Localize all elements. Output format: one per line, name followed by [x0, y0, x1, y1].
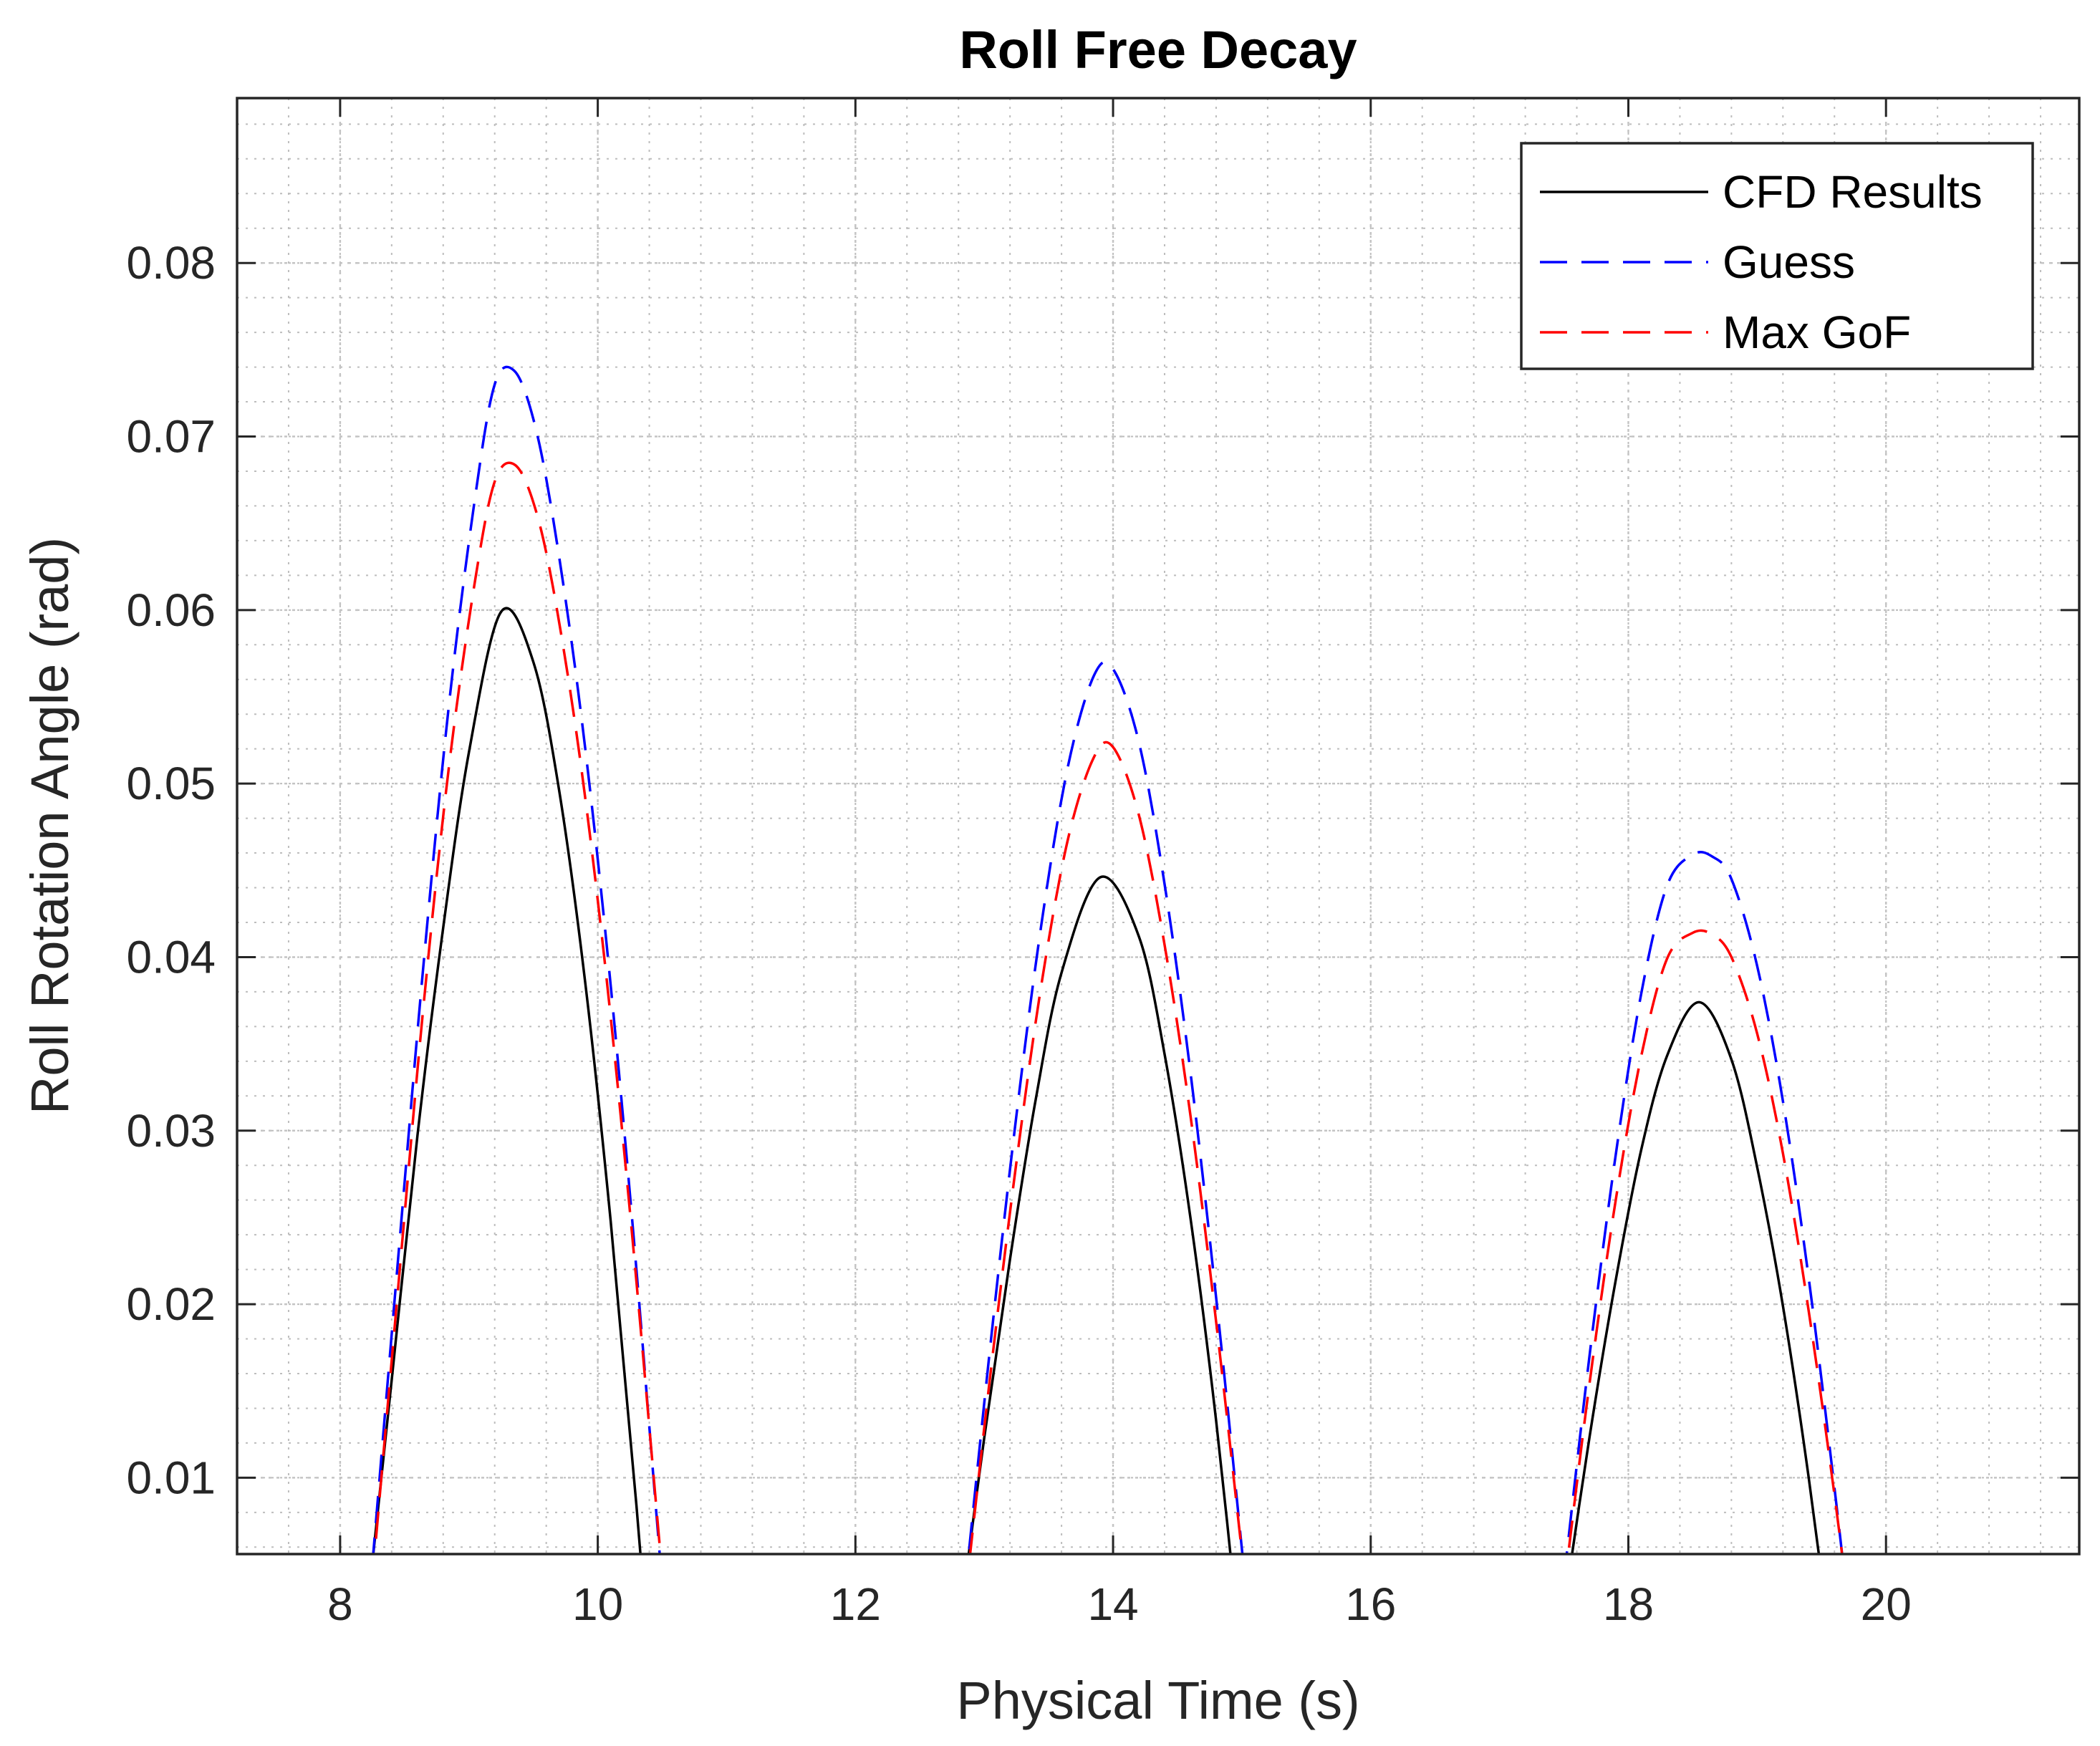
x-tick-label: 10 [572, 1578, 623, 1630]
x-tick-label: 8 [327, 1578, 353, 1630]
y-tick-label: 0.05 [126, 758, 216, 809]
x-axis-label: Physical Time (s) [956, 1671, 1359, 1730]
y-tick-label: 0.03 [126, 1105, 216, 1157]
x-tick-label: 16 [1345, 1578, 1396, 1630]
y-ticks: 0.01 0.02 0.03 0.04 0.05 0.06 0.07 0.08 [126, 237, 2079, 1503]
series-line-max-gof [373, 461, 1844, 1554]
y-tick-label: 0.01 [126, 1452, 216, 1503]
y-tick-label: 0.07 [126, 411, 216, 463]
x-tick-label: 14 [1087, 1578, 1138, 1630]
legend: CFD Results Guess Max GoF [1520, 142, 2034, 370]
y-axis-label: Roll Rotation Angle (rad) [20, 537, 80, 1114]
major-grid [237, 98, 2079, 1554]
series-line-guess [372, 365, 1844, 1554]
x-tick-label: 12 [830, 1578, 881, 1630]
legend-label: CFD Results [1723, 166, 1983, 218]
chart-title: Roll Free Decay [959, 20, 1357, 79]
series-layer [372, 365, 1844, 1554]
plot-frame [236, 97, 2081, 1556]
y-tick-label: 0.04 [126, 931, 216, 983]
x-ticks: 8 10 12 14 16 18 20 [327, 98, 1912, 1630]
x-tick-label: 20 [1861, 1578, 1912, 1630]
y-tick-label: 0.02 [126, 1278, 216, 1330]
y-tick-label: 0.06 [126, 584, 216, 636]
y-tick-label: 0.08 [126, 237, 216, 289]
x-tick-label: 18 [1603, 1578, 1654, 1630]
series-line-cfd-results [372, 607, 1821, 1554]
legend-label: Guess [1723, 236, 1855, 288]
legend-label: Max GoF [1723, 307, 1911, 358]
